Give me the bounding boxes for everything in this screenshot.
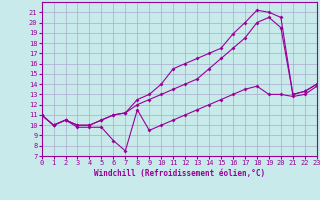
X-axis label: Windchill (Refroidissement éolien,°C): Windchill (Refroidissement éolien,°C) — [94, 169, 265, 178]
